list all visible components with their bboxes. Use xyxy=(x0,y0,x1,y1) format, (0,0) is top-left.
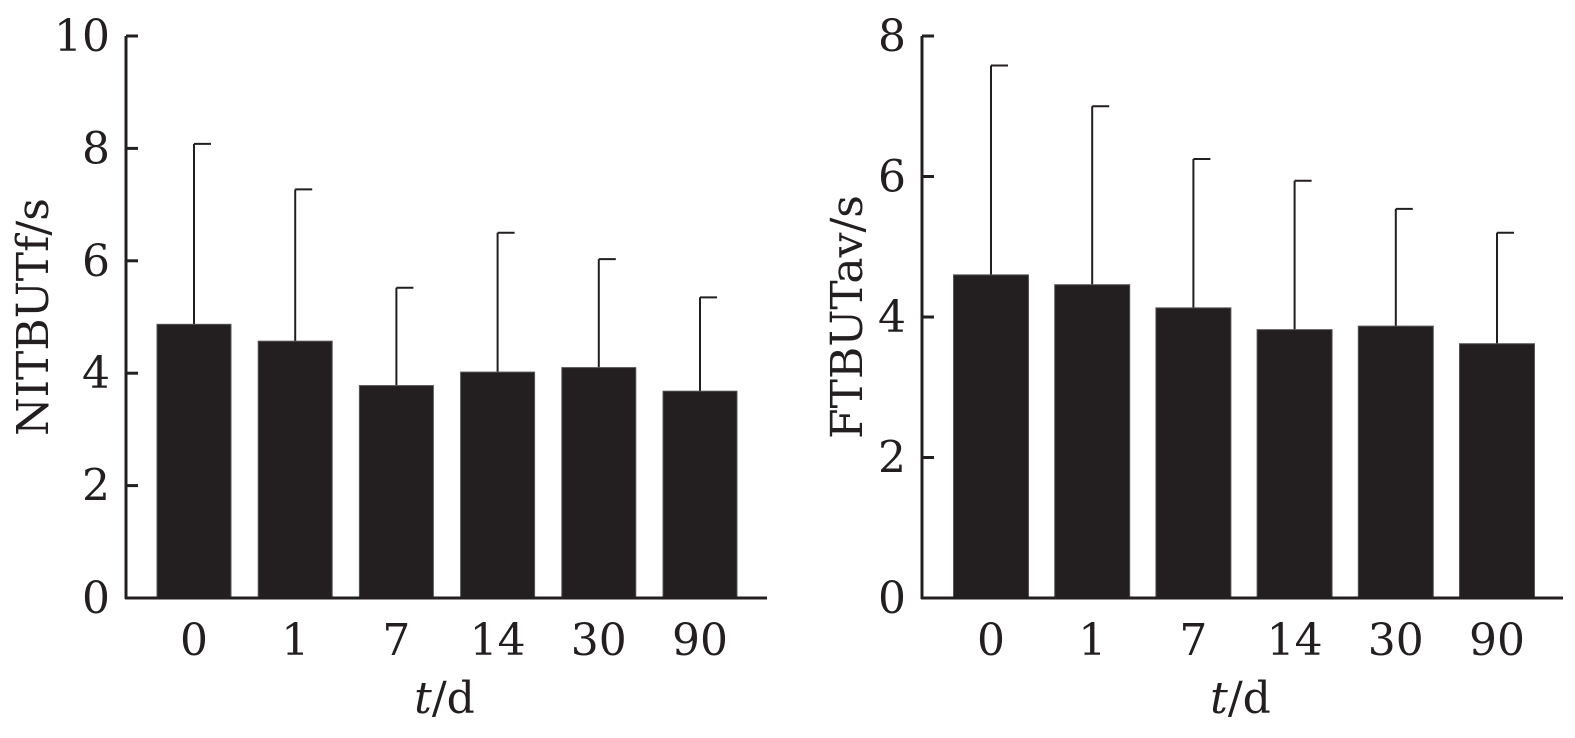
bar xyxy=(1256,329,1333,599)
bar xyxy=(1054,284,1131,599)
x-tick-label: 90 xyxy=(1469,615,1525,666)
y-tick-label: 8 xyxy=(82,123,110,174)
x-axis-title: t/d xyxy=(414,673,475,724)
x-axis-title: t/d xyxy=(1210,673,1271,724)
y-axis-title: FTBUTav/s xyxy=(822,195,873,439)
x-tick-label: 1 xyxy=(281,615,309,666)
bar xyxy=(257,340,333,599)
x-tick-label: 14 xyxy=(470,615,526,666)
y-axis-title: NITBUTf/s xyxy=(8,198,59,436)
bar xyxy=(460,371,536,599)
chart-ftbutav: 0 2 4 6 8 0 1 7 14 30 90 t/d FTBUTav/s xyxy=(822,11,1563,724)
x-tick-label: 7 xyxy=(1179,615,1207,666)
x-tick-label: 0 xyxy=(180,615,208,666)
y-tick-label: 10 xyxy=(54,11,110,62)
y-tick-label: 8 xyxy=(878,11,906,62)
x-tick-label: 14 xyxy=(1267,615,1323,666)
y-tick-label: 2 xyxy=(878,433,906,484)
y-tick-label: 0 xyxy=(878,573,906,624)
x-tick-label: 90 xyxy=(672,615,728,666)
bar xyxy=(156,323,232,599)
y-tick-label: 6 xyxy=(878,152,906,203)
y-tick-label: 4 xyxy=(82,348,110,399)
y-tick-label: 6 xyxy=(82,236,110,287)
bar xyxy=(1155,307,1232,599)
bar xyxy=(1459,343,1535,599)
x-tick-label: 30 xyxy=(1368,615,1424,666)
bar xyxy=(1357,325,1434,599)
y-tick-label: 2 xyxy=(82,461,110,512)
x-tick-label: 1 xyxy=(1078,615,1106,666)
x-tick-label: 30 xyxy=(571,615,627,666)
bar xyxy=(662,390,738,599)
y-tick-label: 4 xyxy=(878,292,906,343)
x-tick-label: 0 xyxy=(977,615,1005,666)
chart-nitbutf: 0 2 4 6 8 10 0 1 7 14 30 90 t/d NITBUTf/s xyxy=(8,11,767,724)
y-tick-label: 0 xyxy=(82,573,110,624)
bar xyxy=(358,385,434,599)
x-tick-label: 7 xyxy=(382,615,410,666)
bar xyxy=(953,274,1029,599)
bar xyxy=(561,367,637,599)
